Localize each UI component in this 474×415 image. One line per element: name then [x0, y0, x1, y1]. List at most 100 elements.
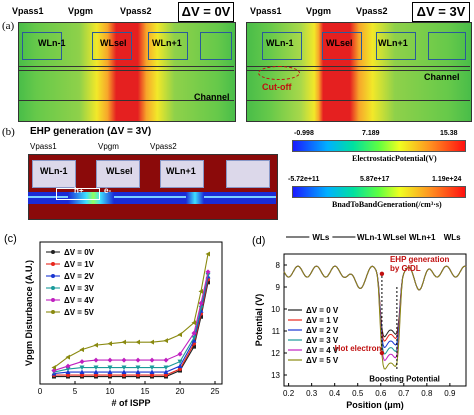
a-left-vpass2: Vpass2 — [120, 6, 152, 16]
chart-d-xlabel: Position (μm) — [346, 400, 404, 410]
chart-c-legend-label: ΔV = 4V — [64, 296, 95, 305]
chart-c-point — [135, 339, 140, 345]
chart-c: (c) 0 5 10 15 20 25 # of ISPP Vpgm Disturbance … — [4, 233, 223, 408]
chart-c-point — [93, 369, 99, 375]
chart-c-point — [121, 339, 126, 345]
chart-d-ytick-label: 9 — [276, 283, 281, 292]
chart-c-xtick-label: 5 — [73, 387, 78, 396]
chart-d-letter: (d) — [252, 235, 265, 247]
chart-c-point — [191, 330, 197, 336]
chart-d-xtick-label: 0.3 — [306, 389, 318, 398]
chart-c-point — [192, 344, 196, 349]
chart-c-point — [65, 369, 71, 375]
chart-d-top-wls-left: WLs — [312, 233, 329, 242]
cbar1-tick-min: -0.998 — [294, 130, 314, 137]
chart-d-xtick-label: 0.2 — [283, 389, 295, 398]
a-right-dv-box: ΔV = 3V — [412, 2, 470, 22]
a-right-wl-prev: WLn-1 — [266, 38, 294, 48]
chart-d-ytick-label: 8 — [276, 261, 281, 270]
chart-c-point — [121, 369, 127, 375]
chart-d-top-wln1: WLn-1 — [357, 233, 382, 242]
a-right-vpass1: Vpass1 — [250, 6, 282, 16]
chart-c-point — [149, 339, 154, 345]
chart-c-legend-marker — [51, 250, 55, 254]
chart-c-legend-label: ΔV = 0V — [64, 248, 95, 257]
chart-c-point — [51, 365, 56, 371]
chart-d-legend-label: ΔV = 4 V — [306, 346, 339, 355]
chart-d-electron-marker — [379, 350, 385, 356]
chart-c-legend-marker — [51, 262, 55, 266]
chart-c-point — [65, 367, 71, 372]
chart-c-legend-label: ΔV = 2V — [64, 272, 95, 281]
a-right-wl-next: WLn+1 — [378, 38, 408, 48]
chart-d-xtick-label: 0.6 — [375, 389, 387, 398]
cbar1-title: ElectrostaticPotential(V) — [352, 154, 437, 163]
b-wl-sel: WLsel — [106, 166, 133, 176]
b-gidl-hotspot — [68, 192, 114, 204]
chart-d: (d) 0.2 0.3 0.4 0.5 0.6 0.7 0.8 0.9 8 9 10 11 12 13 Po… — [252, 233, 467, 410]
chart-c-xtick-label: 0 — [38, 387, 43, 396]
chart-c-legend-marker — [51, 310, 55, 314]
chart-c-point — [149, 365, 155, 371]
chart-c-ylabel: Vpgm Disturbance (A.U.) — [24, 260, 34, 366]
chart-d-top-wlsel: WLsel — [383, 233, 407, 242]
a-left-wl-next: WLn+1 — [152, 38, 182, 48]
chart-c-point — [163, 365, 169, 371]
chart-d-hot-electron-label: Hot electron — [335, 344, 382, 353]
chart-c-point — [65, 363, 71, 369]
panel-a-letter: (a) — [2, 20, 15, 32]
chart-d-ytick-label: 13 — [271, 371, 280, 380]
b-channel-core — [28, 196, 276, 198]
panel-b-title: EHP generation (ΔV = 3V) — [30, 126, 152, 137]
chart-c-xtick-label: 25 — [211, 387, 220, 396]
tcad-left — [18, 22, 236, 122]
b-vpass2: Vpass2 — [150, 142, 177, 151]
chart-c-legend-marker — [51, 286, 55, 290]
chart-d-boosting-label: Boosting Potential — [369, 375, 440, 384]
chart-d-xtick-label: 0.4 — [329, 389, 341, 398]
a-left-wl-sel: WLsel — [100, 38, 127, 48]
cbar2-tick-min: -5.72e+11 — [288, 176, 320, 183]
chart-c-point — [163, 369, 169, 375]
a-left-channel-line2 — [18, 70, 234, 71]
cbar1-tick-max: 15.38 — [440, 130, 458, 137]
a-right-channel-line2 — [246, 70, 470, 71]
chart-d-ehp-label: EHP generation — [390, 255, 450, 264]
chart-c-point — [149, 369, 155, 375]
b-gate-sel — [96, 160, 140, 188]
b-hotspot-2 — [186, 192, 204, 204]
b-vpass1: Vpass1 — [30, 142, 57, 151]
chart-c-point — [93, 342, 98, 348]
chart-c-point — [191, 320, 196, 326]
a-left-gate-sel — [92, 32, 132, 60]
chart-c-point — [135, 365, 141, 371]
chart-d-legend-label: ΔV = 0 V — [306, 306, 339, 315]
a-right-vpgm: Vpgm — [306, 6, 332, 16]
cbar2-tick-mid: 5.87e+17 — [360, 176, 390, 183]
a-left-vpass1: Vpass1 — [12, 6, 44, 16]
chart-c-point — [65, 354, 70, 360]
chart-d-legend-label: ΔV = 2 V — [306, 326, 339, 335]
a-left-gate-edge2 — [200, 32, 232, 60]
b-eminus-label: e- — [104, 186, 112, 195]
chart-c-point — [93, 357, 99, 363]
chart-c-xlabel: # of ISPP — [111, 398, 150, 408]
cbar2-title: BnadToBandGeneration(/cm³·s) — [332, 200, 442, 209]
chart-c-series-line — [54, 279, 209, 376]
chart-c-point — [149, 357, 155, 363]
chart-c-point — [205, 272, 211, 278]
a-right-gate-prev — [262, 32, 302, 60]
chart-c-point — [206, 280, 210, 285]
b-wl-next: WLn+1 — [166, 166, 196, 176]
a-right-gate-next — [376, 32, 416, 60]
chart-d-legend-label: ΔV = 1 V — [306, 316, 339, 325]
chart-d-xtick-label: 0.8 — [421, 389, 433, 398]
panel-b-letter: (b) — [2, 126, 15, 138]
chart-c-point — [93, 365, 99, 371]
b-gate-prev — [32, 160, 76, 188]
cbar1-tick-mid: 7.189 — [362, 130, 380, 137]
chart-d-ytick-label: 11 — [272, 327, 281, 336]
a-right-channel-line3 — [246, 100, 470, 101]
chart-c-point — [135, 357, 141, 363]
